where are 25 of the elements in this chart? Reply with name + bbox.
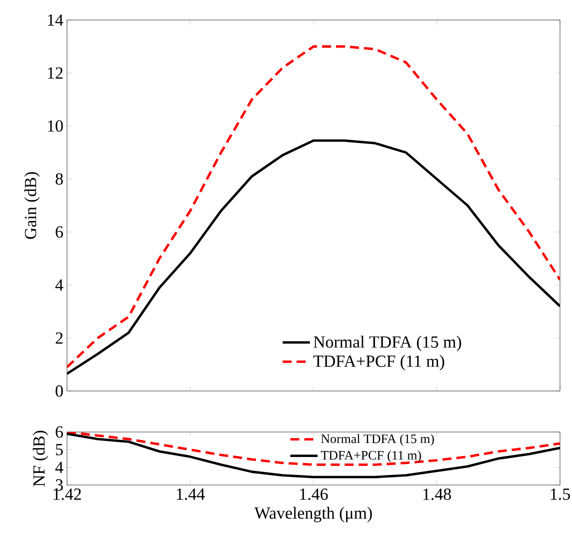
- y-tick-label: 14: [48, 14, 64, 26]
- x-axis-title: Wavelength (μm): [254, 506, 372, 522]
- legend-label: TDFA+PCF (11 m): [313, 355, 444, 370]
- legend-label: Normal TDFA (15 m): [314, 336, 462, 352]
- x-tick-label: 1.5: [550, 488, 570, 500]
- y-tick-label: 8: [56, 173, 63, 185]
- y-tick-label: 6: [56, 226, 63, 238]
- y-tick-label: 5: [56, 444, 63, 456]
- y-tick-label: 12: [48, 67, 63, 79]
- y-axis-title: NF (dB): [32, 430, 48, 486]
- x-tick-label: 1.46: [300, 488, 328, 500]
- line-series: [67, 45, 560, 368]
- legend-label: Normal TDFA (15 m): [321, 434, 434, 446]
- y-tick-label: 3: [56, 479, 63, 491]
- y-tick-label: 4: [55, 462, 64, 473]
- legend-label: TDFA+PCF (11 m): [320, 450, 421, 462]
- y-axis-title: Gain (dB): [24, 172, 40, 239]
- y-tick-label: 10: [48, 120, 63, 132]
- y-tick-label: 4: [55, 279, 64, 291]
- y-tick-label: 0: [56, 385, 63, 397]
- y-tick-label: 2: [56, 332, 63, 344]
- x-tick-label: 1.42: [54, 488, 81, 500]
- x-tick-label: 1.44: [176, 488, 205, 500]
- y-tick-label: 6: [56, 426, 63, 438]
- x-tick-label: 1.48: [423, 488, 451, 500]
